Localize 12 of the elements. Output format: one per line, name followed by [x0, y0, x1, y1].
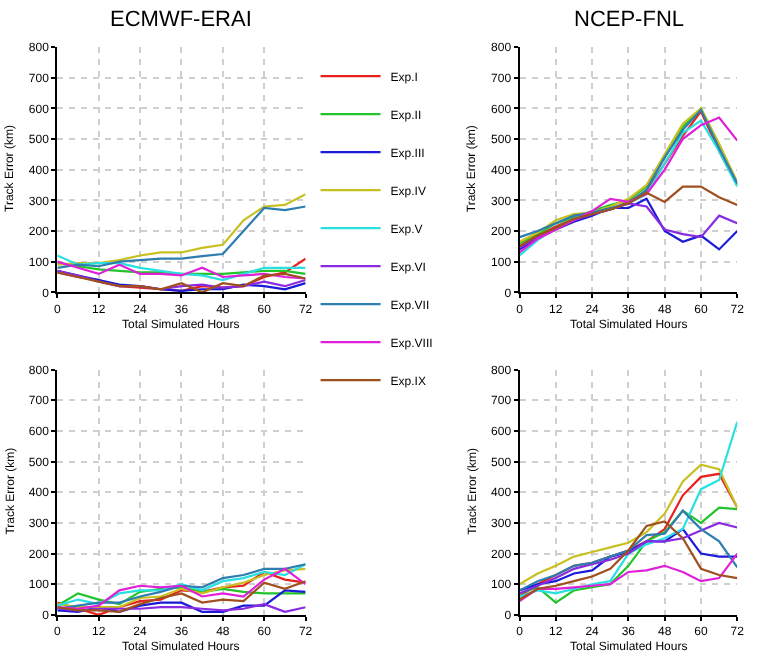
line-series — [519, 420, 738, 598]
line-series — [519, 509, 738, 592]
line-series — [519, 185, 738, 248]
chart-title: NCEP-FNL — [574, 8, 685, 32]
line-series — [57, 193, 306, 266]
line-series — [519, 506, 738, 604]
line-series — [519, 552, 738, 603]
line-series — [57, 586, 306, 607]
line-series — [57, 254, 306, 282]
line-series — [57, 205, 306, 269]
line-series — [519, 463, 738, 586]
chart-title: ECMWF-ERAI — [110, 8, 252, 32]
